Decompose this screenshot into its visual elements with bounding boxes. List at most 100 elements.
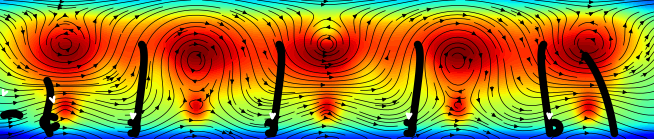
FancyArrowPatch shape [82, 75, 85, 78]
FancyArrowPatch shape [455, 119, 458, 122]
FancyArrowPatch shape [310, 112, 314, 115]
FancyArrowPatch shape [322, 59, 326, 63]
FancyArrowPatch shape [117, 77, 120, 81]
FancyArrowPatch shape [222, 131, 226, 134]
FancyArrowPatch shape [264, 81, 267, 85]
FancyArrowPatch shape [66, 48, 69, 52]
FancyArrowPatch shape [241, 110, 245, 113]
FancyArrowPatch shape [21, 30, 24, 34]
FancyArrowPatch shape [629, 29, 632, 33]
FancyArrowPatch shape [439, 64, 443, 68]
FancyArrowPatch shape [579, 61, 583, 64]
FancyArrowPatch shape [411, 18, 414, 22]
FancyArrowPatch shape [427, 8, 430, 11]
FancyArrowPatch shape [517, 12, 521, 15]
FancyArrowPatch shape [8, 113, 11, 117]
FancyArrowPatch shape [68, 61, 71, 64]
FancyArrowPatch shape [373, 122, 377, 126]
FancyArrowPatch shape [114, 16, 118, 19]
FancyArrowPatch shape [535, 27, 538, 31]
FancyArrowPatch shape [243, 40, 245, 44]
FancyArrowPatch shape [416, 134, 420, 137]
FancyArrowPatch shape [498, 18, 502, 22]
FancyArrowPatch shape [581, 57, 585, 61]
FancyArrowPatch shape [175, 50, 179, 54]
FancyArrowPatch shape [265, 123, 268, 127]
FancyArrowPatch shape [520, 38, 523, 41]
FancyArrowPatch shape [456, 97, 460, 100]
FancyArrowPatch shape [230, 80, 234, 83]
FancyArrowPatch shape [193, 134, 197, 138]
FancyArrowPatch shape [322, 125, 326, 128]
FancyArrowPatch shape [211, 110, 215, 113]
FancyArrowPatch shape [5, 17, 9, 20]
FancyArrowPatch shape [323, 51, 326, 54]
FancyArrowPatch shape [583, 126, 587, 129]
FancyArrowPatch shape [9, 133, 12, 136]
FancyArrowPatch shape [72, 101, 75, 105]
FancyArrowPatch shape [205, 22, 209, 25]
FancyArrowPatch shape [485, 71, 489, 75]
FancyArrowPatch shape [54, 13, 57, 17]
FancyArrowPatch shape [341, 103, 345, 106]
FancyArrowPatch shape [614, 73, 617, 77]
FancyArrowPatch shape [9, 121, 12, 124]
FancyArrowPatch shape [414, 120, 418, 123]
FancyArrowPatch shape [211, 46, 215, 49]
FancyArrowPatch shape [210, 90, 213, 94]
FancyArrowPatch shape [94, 64, 97, 67]
FancyArrowPatch shape [325, 66, 328, 69]
FancyArrowPatch shape [194, 32, 198, 35]
FancyArrowPatch shape [458, 90, 462, 93]
FancyArrowPatch shape [115, 85, 119, 88]
FancyArrowPatch shape [141, 111, 145, 114]
FancyArrowPatch shape [58, 6, 61, 10]
FancyArrowPatch shape [63, 126, 67, 129]
FancyArrowPatch shape [33, 14, 37, 18]
FancyArrowPatch shape [220, 22, 224, 26]
FancyArrowPatch shape [71, 111, 75, 114]
FancyArrowPatch shape [444, 53, 448, 56]
FancyArrowPatch shape [319, 131, 323, 134]
FancyArrowPatch shape [377, 116, 381, 119]
FancyArrowPatch shape [469, 59, 472, 63]
FancyArrowPatch shape [17, 65, 21, 68]
FancyArrowPatch shape [325, 135, 328, 138]
FancyArrowPatch shape [59, 4, 63, 7]
FancyArrowPatch shape [327, 17, 330, 21]
FancyArrowPatch shape [463, 13, 467, 17]
FancyArrowPatch shape [502, 36, 506, 40]
FancyArrowPatch shape [321, 3, 325, 6]
FancyArrowPatch shape [77, 65, 81, 68]
FancyArrowPatch shape [640, 21, 644, 25]
FancyArrowPatch shape [645, 35, 648, 39]
FancyArrowPatch shape [56, 83, 60, 87]
FancyArrowPatch shape [385, 56, 388, 60]
FancyArrowPatch shape [180, 28, 184, 31]
FancyArrowPatch shape [565, 97, 570, 101]
FancyArrowPatch shape [326, 36, 330, 40]
FancyArrowPatch shape [646, 51, 649, 55]
FancyArrowPatch shape [574, 92, 577, 95]
FancyArrowPatch shape [258, 103, 262, 106]
FancyArrowPatch shape [367, 21, 370, 24]
FancyArrowPatch shape [198, 53, 200, 57]
FancyArrowPatch shape [178, 33, 181, 36]
FancyArrowPatch shape [80, 109, 84, 112]
FancyArrowPatch shape [93, 19, 96, 23]
FancyArrowPatch shape [110, 78, 113, 81]
FancyArrowPatch shape [591, 21, 594, 24]
FancyArrowPatch shape [181, 125, 184, 128]
FancyArrowPatch shape [7, 72, 11, 75]
FancyArrowPatch shape [58, 53, 61, 56]
FancyArrowPatch shape [146, 76, 150, 80]
FancyArrowPatch shape [492, 113, 496, 116]
FancyArrowPatch shape [243, 11, 247, 14]
FancyArrowPatch shape [412, 100, 415, 104]
FancyArrowPatch shape [61, 117, 65, 121]
FancyArrowPatch shape [26, 65, 29, 68]
FancyArrowPatch shape [456, 128, 460, 131]
FancyArrowPatch shape [112, 65, 116, 69]
FancyArrowPatch shape [267, 22, 270, 26]
FancyArrowPatch shape [487, 131, 490, 134]
